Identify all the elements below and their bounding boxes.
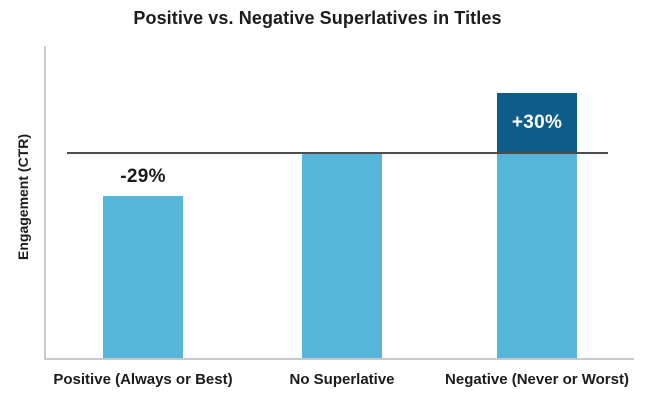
x-category-label-positive: Positive (Always or Best) <box>53 371 233 388</box>
chart-title: Positive vs. Negative Superlatives in Ti… <box>133 8 502 28</box>
y-axis-line <box>44 46 46 360</box>
baseline-reference-line <box>67 152 608 154</box>
bar-3: +30% <box>497 93 577 358</box>
bar-2 <box>302 152 382 358</box>
bar-1: -29% <box>103 166 183 358</box>
value-label-negative: -29% <box>120 166 166 187</box>
y-axis-label: Engagement (CTR) <box>15 134 31 260</box>
value-label-positive: +30% <box>511 111 563 133</box>
x-category-label-no-superlative: No Superlative <box>289 371 395 388</box>
bar-above-baseline-segment: +30% <box>497 93 577 152</box>
x-category-label-negative: Negative (Never or Worst) <box>445 371 629 388</box>
x-axis-line <box>44 358 634 360</box>
